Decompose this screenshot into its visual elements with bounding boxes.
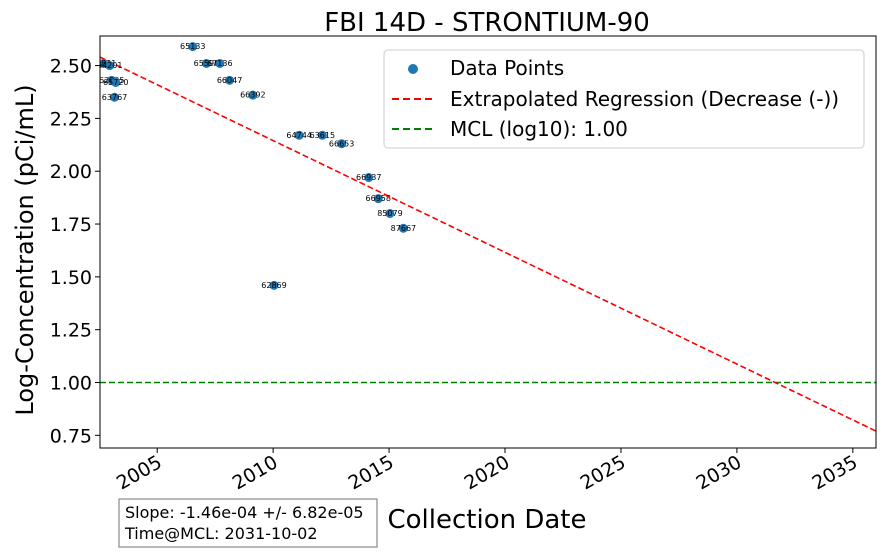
data-point-label: 66047 (217, 76, 242, 85)
data-point-label: 63767 (102, 93, 127, 102)
stats-annotation: Slope: -1.46e-04 +/- 6.82e-05 Time@MCL: … (118, 498, 378, 548)
data-point-label: 66653 (329, 139, 354, 148)
legend-points-marker (408, 64, 418, 74)
data-point-label: 64201 (97, 61, 122, 70)
x-tick-label: 2010 (229, 451, 282, 494)
data-point (373, 194, 383, 204)
time-at-mcl-text: Time@MCL: 2031-10-02 (124, 524, 318, 543)
data-point-label: 63615 (310, 131, 335, 140)
stats-box (118, 498, 378, 548)
y-axis-label: Log-Concentration (pCi/mL) (11, 84, 39, 415)
y-axis: 0.75 1.00 1.25 1.50 1.75 2.00 2.25 2.50 (50, 56, 100, 447)
data-point (110, 92, 120, 102)
data-point (225, 75, 235, 85)
data-point-label: 85079 (377, 209, 402, 218)
x-tick-label: 2015 (345, 451, 398, 494)
data-point (105, 61, 115, 71)
chart-title: FBI 14D - STRONTIUM-90 (324, 8, 650, 38)
legend-mcl-label: MCL (log10): 1.00 (450, 117, 628, 141)
data-point (248, 90, 258, 100)
x-axis: 2005 2010 2015 2020 2025 2030 2035 (113, 448, 861, 495)
data-point (294, 130, 304, 140)
data-point-label: 65133 (180, 42, 205, 51)
x-axis-label: Collection Date (387, 505, 586, 535)
y-tick-label: 1.50 (50, 267, 92, 289)
data-point (317, 130, 327, 140)
x-tick-label: 2025 (577, 451, 630, 494)
legend-points-label: Data Points (450, 56, 564, 80)
legend-regression-label: Extrapolated Regression (Decrease (-)) (450, 87, 839, 111)
y-tick-label: 2.50 (50, 56, 92, 78)
data-point (215, 58, 225, 68)
y-tick-label: 2.00 (50, 161, 92, 183)
plot-frame (99, 35, 877, 449)
legend-box (383, 49, 865, 149)
x-tick-label: 2020 (461, 451, 514, 494)
x-tick-label: 2035 (808, 451, 861, 494)
data-point (201, 58, 211, 68)
legend: Data Points Extrapolated Regression (Dec… (383, 49, 865, 149)
data-point-label: 64744 (286, 131, 311, 140)
data-point-label: 66937 (356, 173, 381, 182)
data-point (385, 208, 395, 218)
data-point-label: 62869 (261, 281, 286, 290)
data-point-label: 66958 (366, 194, 391, 203)
data-point-label: 65596 (194, 59, 219, 68)
data-point (111, 77, 121, 87)
y-tick-label: 2.25 (50, 108, 92, 130)
y-tick-label: 0.75 (50, 425, 92, 447)
data-point-label: 67136 (207, 59, 232, 68)
x-tick-label: 2005 (113, 451, 166, 494)
data-point (269, 280, 279, 290)
y-tick-label: 1.25 (50, 320, 92, 342)
data-point (398, 223, 408, 233)
data-point (188, 42, 198, 52)
x-tick-label: 2030 (693, 451, 746, 494)
data-point-label: 65720 (103, 78, 128, 87)
data-point (364, 173, 374, 183)
data-point-label: 66392 (240, 91, 265, 100)
slope-text: Slope: -1.46e-04 +/- 6.82e-05 (125, 503, 364, 522)
data-point-label: 87667 (391, 224, 416, 233)
y-tick-label: 1.00 (50, 373, 92, 395)
data-point (337, 139, 347, 149)
y-tick-label: 1.75 (50, 214, 92, 236)
